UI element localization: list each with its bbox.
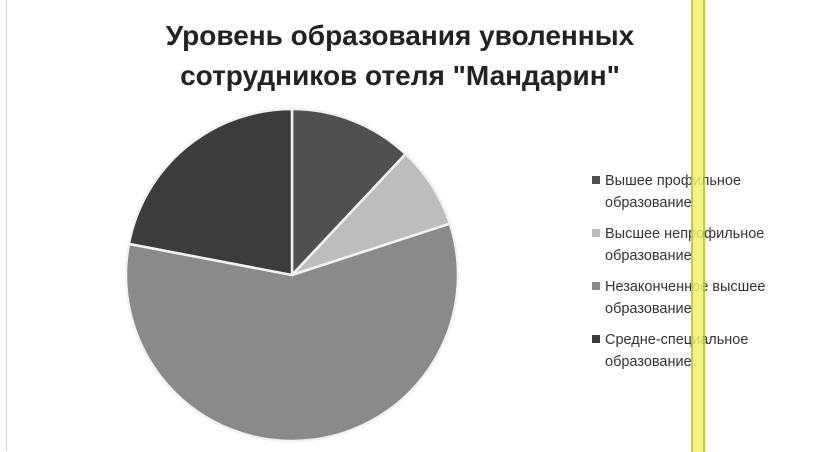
legend-label: Вышее профильное образование: [605, 173, 742, 211]
pie-slice: [290, 107, 408, 279]
chart-legend: Вышее профильное образование Высшее непр…: [592, 170, 812, 382]
legend-item: Незаконченное высшее образование: [592, 276, 812, 320]
legend-swatch: [592, 282, 600, 290]
pie-slice: [124, 222, 460, 443]
legend-label: Высшее непрофильное образование: [605, 226, 765, 264]
chart-title: Уровень образования уволенных сотруднико…: [165, 20, 635, 91]
legend-swatch: [592, 335, 600, 343]
legend-label: Средне-специальное образование: [605, 332, 749, 370]
legend-item: Высшее непрофильное образование: [592, 223, 812, 267]
legend-label: Незаконченное высшее образование: [605, 279, 766, 317]
legend-item: Вышее профильное образование: [592, 170, 812, 214]
legend-swatch: [592, 176, 600, 184]
chart-frame: [6, 0, 814, 450]
highlight-bar: [691, 0, 705, 452]
legend-swatch: [592, 229, 600, 237]
legend-item: Средне-специальное образование: [592, 329, 812, 373]
pie-slice: [127, 107, 294, 277]
